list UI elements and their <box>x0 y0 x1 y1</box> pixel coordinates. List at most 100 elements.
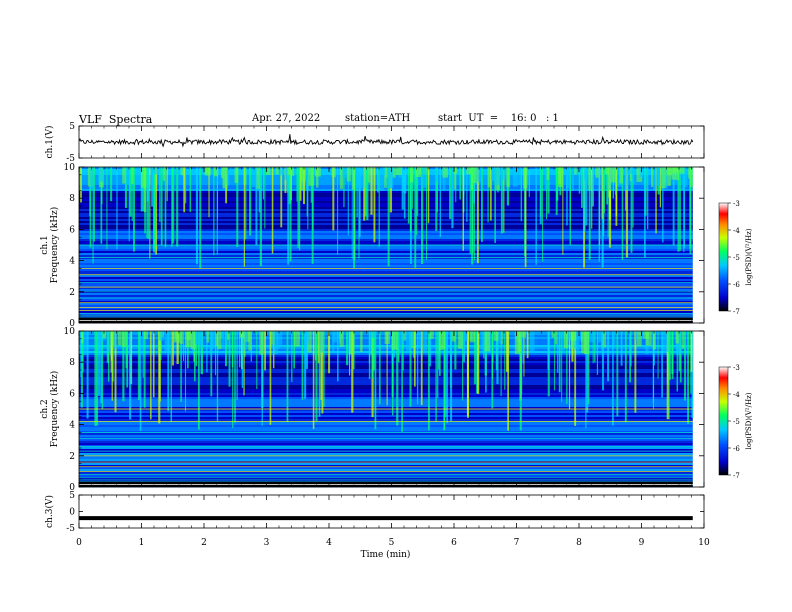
ch2-spectrogram-sferic <box>236 331 238 401</box>
ch3-waveform-xtick-label: 4 <box>326 538 332 548</box>
ch1-spectrogram-texture <box>466 167 472 175</box>
ch2-spectrogram-texture <box>102 331 107 339</box>
ch1-spectrogram-sferic <box>462 167 465 251</box>
ch1-spectrogram-band <box>79 199 693 202</box>
ch1-spectrogram-texture <box>284 167 287 180</box>
ch2-spectrogram-texture <box>143 331 148 339</box>
ch2-spectrogram-texture <box>422 331 427 353</box>
ch1-spectrogram-sferic <box>171 167 175 244</box>
ch2-spectrogram-band <box>79 417 693 420</box>
ch2-spectrogram-sferic <box>679 331 682 383</box>
ch3-waveform-ylabel: ch.3(V) <box>44 495 55 528</box>
ch2-spectrogram-texture <box>498 331 502 344</box>
ch2-spectrogram-sferic <box>690 331 693 372</box>
ch1-spectrogram-colorbar <box>718 202 729 312</box>
ch1-spectrogram-texture <box>122 167 126 184</box>
ch2-spectrogram-sferic <box>286 331 289 423</box>
ch1-spectrogram-texture <box>395 167 402 176</box>
ch1-waveform-ylabel: ch.1(V) <box>44 126 55 159</box>
ch1-spectrogram-sferic <box>356 167 358 218</box>
ch2-spectrogram-sferic <box>373 331 376 371</box>
ch2-spectrogram-band <box>79 459 693 462</box>
ch2-spectrogram-texture <box>529 331 535 353</box>
ch1-spectrogram-texture <box>176 167 182 175</box>
ch2-spectrogram-texture <box>121 331 127 347</box>
ch1-spectrogram-sferic <box>615 167 618 226</box>
ch1-spectrogram-band <box>79 241 693 244</box>
ch1-spectrogram-texture <box>251 167 257 188</box>
ch1-spectrogram-sferic <box>476 167 479 264</box>
ch2-spectrogram-sferic <box>607 331 610 382</box>
ch2-spectrogram-sferic <box>232 331 234 428</box>
ch1-spectrogram-band <box>79 211 693 214</box>
ch1-spectrogram-texture <box>346 167 351 182</box>
ch2-spectrogram-band <box>79 399 693 402</box>
ch1-spectrogram-texture <box>619 167 624 184</box>
ch2-spectrogram-ytick-label: 2 <box>69 452 75 462</box>
ch2-spectrogram-sferic <box>264 331 266 371</box>
ch2-spectrogram-band <box>79 467 693 470</box>
ch2-spectrogram-texture <box>641 331 644 339</box>
ch3-waveform-xtick-label: 9 <box>639 538 645 548</box>
ch2-spectrogram-band <box>79 383 693 386</box>
ch1-spectrogram-ytick-label: 8 <box>69 194 75 204</box>
ch2-spectrogram-band <box>79 407 693 410</box>
ch1-spectrogram-texture <box>234 167 239 184</box>
ch1-spectrogram-sferic <box>358 167 361 237</box>
ch1-spectrogram-colorbar-tick-label: -3 <box>733 200 740 208</box>
ch2-spectrogram-sferic <box>216 331 219 422</box>
ch3-waveform-xtick-label: 5 <box>389 538 395 548</box>
ch2-spectrogram-ylabel: Frequency (kHz) <box>49 371 60 448</box>
ch1-spectrogram-sferic <box>155 167 158 255</box>
ch2-spectrogram-ytick-label: 8 <box>69 358 75 368</box>
ch2-spectrogram-band <box>79 441 693 444</box>
ch1-spectrogram-texture <box>256 167 260 189</box>
ch1-spectrogram-sferic <box>435 167 438 232</box>
ch2-spectrogram-sferic <box>110 331 113 361</box>
ch2-spectrogram-texture <box>457 331 463 349</box>
ch1-spectrogram-sferic <box>591 167 594 207</box>
ch1-waveform-ytick-label: 5 <box>69 122 75 132</box>
ch1-spectrogram-sferic <box>644 167 646 258</box>
ch1-spectrogram-sferic <box>471 167 474 265</box>
ch2-spectrogram-texture <box>227 331 230 340</box>
ch2-spectrogram-sferic <box>241 331 244 388</box>
ch1-spectrogram-texture <box>452 167 455 189</box>
ch1-spectrogram-sferic <box>140 167 143 212</box>
ch1-spectrogram-sferic <box>378 167 380 247</box>
ch1-spectrogram-sferic <box>387 167 390 267</box>
ch1-spectrogram-sferic <box>630 167 633 253</box>
ch1-spectrogram-texture <box>89 167 94 190</box>
ch2-spectrogram-texture <box>589 331 595 343</box>
ch1-spectrogram-sferic <box>363 167 366 221</box>
ch1-spectrogram-sferic <box>545 167 548 220</box>
ch1-spectrogram-band <box>79 275 693 278</box>
ch2-spectrogram-sferic <box>305 331 308 369</box>
ch2-spectrogram-texture <box>304 331 307 349</box>
ch1-spectrogram-texture <box>98 167 104 182</box>
ch1-spectrogram-band <box>79 289 693 292</box>
ch1-spectrogram-texture <box>227 167 232 175</box>
ch2-spectrogram-band <box>79 355 693 358</box>
ch2-spectrogram-band <box>79 353 693 356</box>
ch1-spectrogram-sferic <box>171 167 173 247</box>
ch1-spectrogram-band <box>79 193 693 196</box>
ch1-spectrogram-sferic <box>540 167 542 217</box>
ch2-spectrogram-texture <box>402 331 407 341</box>
ch2-spectrogram-sferic <box>195 331 198 367</box>
ch1-spectrogram-texture <box>442 167 449 178</box>
ch1-spectrogram-texture <box>584 167 589 180</box>
ch2-spectrogram-texture <box>418 331 422 348</box>
ch1-spectrogram-band <box>79 293 693 296</box>
ch2-spectrogram-texture <box>272 331 278 355</box>
ch2-spectrogram-sferic <box>368 331 371 380</box>
ch1-spectrogram-ytick-label: 6 <box>69 225 75 235</box>
ch2-spectrogram-texture <box>219 331 224 338</box>
ch2-spectrogram-ytick-label: 10 <box>64 327 76 337</box>
ch1-spectrogram-texture <box>140 167 147 188</box>
ch2-spectrogram-sferic <box>428 331 430 431</box>
ch1-spectrogram-texture <box>665 167 671 186</box>
ch1-spectrogram-sferic <box>146 167 149 202</box>
ch1-spectrogram-sferic <box>473 167 475 261</box>
ch2-spectrogram-sferic <box>661 331 663 398</box>
